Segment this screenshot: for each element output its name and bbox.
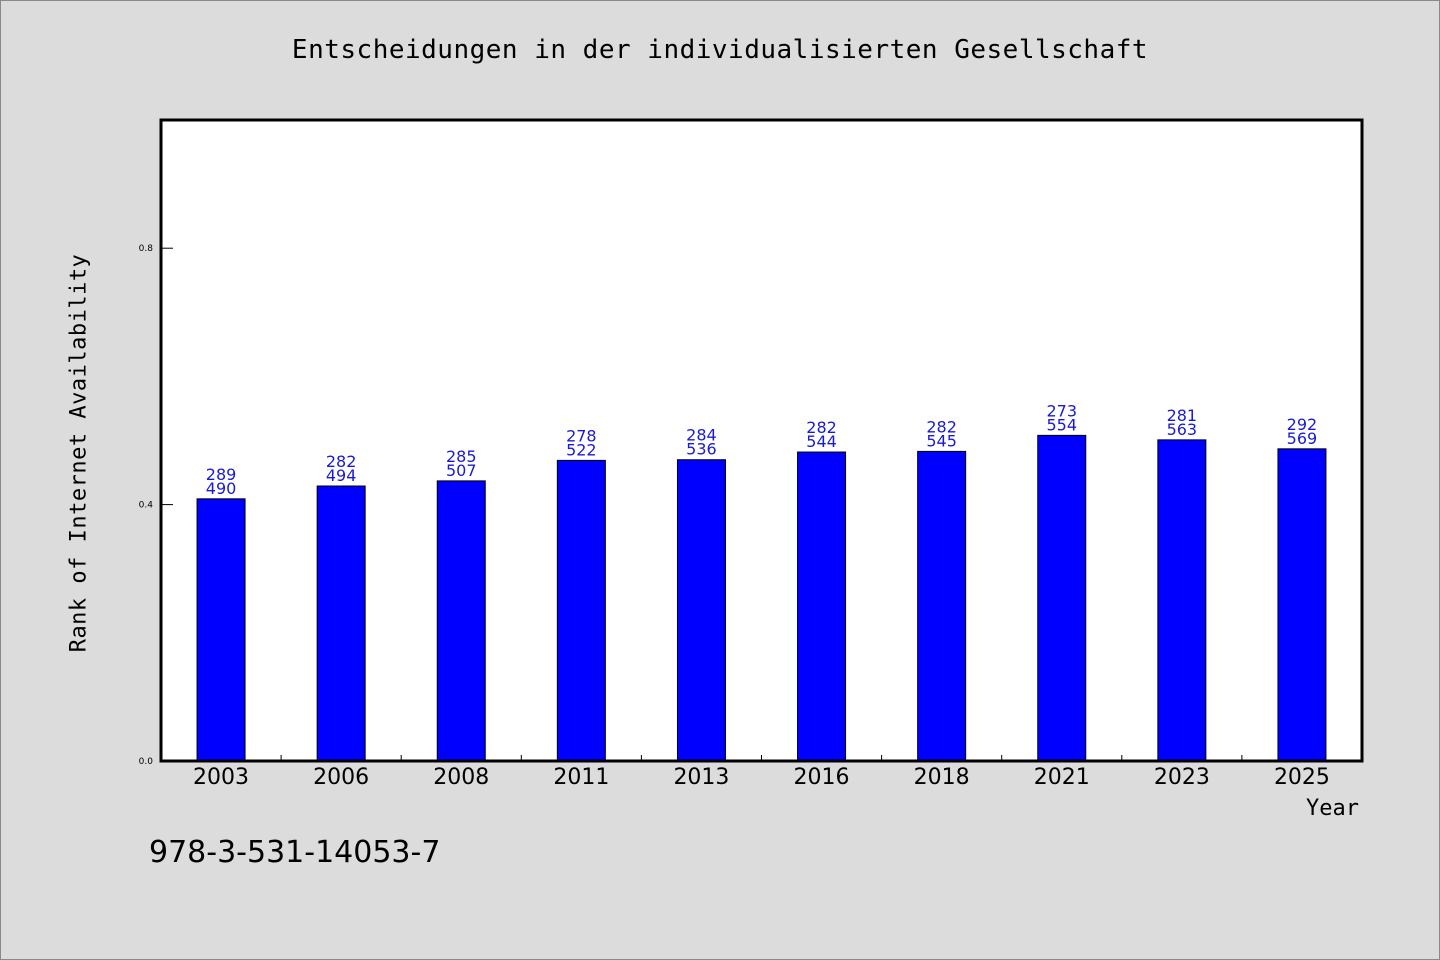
bar-label-bottom: 545 <box>926 431 957 450</box>
x-tick-label: 2023 <box>1154 765 1210 790</box>
bar-label-top: 282 <box>326 452 357 471</box>
bar-label-bottom: 544 <box>806 432 837 451</box>
bar-label-top: 278 <box>566 426 597 445</box>
y-tick-label: 0.4 <box>139 501 154 511</box>
bar-label-bottom: 507 <box>446 461 477 480</box>
bar-2006 <box>316 485 366 762</box>
y-tick-label: 0.8 <box>139 244 154 254</box>
bar-label-bottom: 522 <box>566 440 597 459</box>
x-tick-label: 2013 <box>673 765 729 790</box>
bar-label-bottom: 563 <box>1167 420 1198 439</box>
bar-label-top: 273 <box>1046 401 1077 420</box>
x-tick-label: 2016 <box>794 765 850 790</box>
bar-2018 <box>917 450 967 762</box>
x-tick-label: 2006 <box>313 765 369 790</box>
isbn-label: 978-3-531-14053-7 <box>149 835 441 870</box>
bar-label-bottom: 554 <box>1046 415 1077 434</box>
bar-label-top: 282 <box>806 418 837 437</box>
x-tick-label: 2008 <box>433 765 489 790</box>
bar-2021 <box>1037 434 1087 762</box>
y-tick-label: 0.0 <box>139 757 154 767</box>
bar-2016 <box>797 451 847 762</box>
chart-title: Entscheidungen in der individualisierten… <box>291 35 1149 65</box>
bar-2023 <box>1157 439 1207 762</box>
bar-label-top: 285 <box>446 447 477 466</box>
bar-label-top: 282 <box>926 417 957 436</box>
bar-2008 <box>436 480 486 762</box>
x-tick-label: 2021 <box>1034 765 1090 790</box>
category-labels-group: 2003 2006 2008 2011 2013 2016 2018 2021 2023 2025 <box>193 765 1330 790</box>
bar-2011 <box>556 459 606 762</box>
bar-label-bottom: 536 <box>686 440 717 459</box>
bar-label-bottom: 494 <box>326 466 357 485</box>
bar-2025 <box>1277 448 1327 762</box>
x-tick-label: 2025 <box>1274 765 1330 790</box>
x-tick-label: 2003 <box>193 765 249 790</box>
bar-2013 <box>676 459 726 762</box>
x-tick-label: 2011 <box>553 765 609 790</box>
bar-label-top: 284 <box>686 426 717 445</box>
bar-label-top: 281 <box>1167 406 1198 425</box>
bars-group <box>196 434 1327 762</box>
x-tick-label: 2018 <box>914 765 970 790</box>
bar-label-bottom: 569 <box>1287 429 1318 448</box>
bar-label-top: 292 <box>1287 415 1318 434</box>
bar-2003 <box>196 498 246 762</box>
bar-labels-group: 2894902824942855072785222845362825442825… <box>206 401 1317 497</box>
plot-frame <box>159 118 1364 763</box>
x-axis-label: Year <box>1306 796 1359 821</box>
bar-label-bottom: 490 <box>206 479 237 498</box>
bar-label-top: 289 <box>206 465 237 484</box>
